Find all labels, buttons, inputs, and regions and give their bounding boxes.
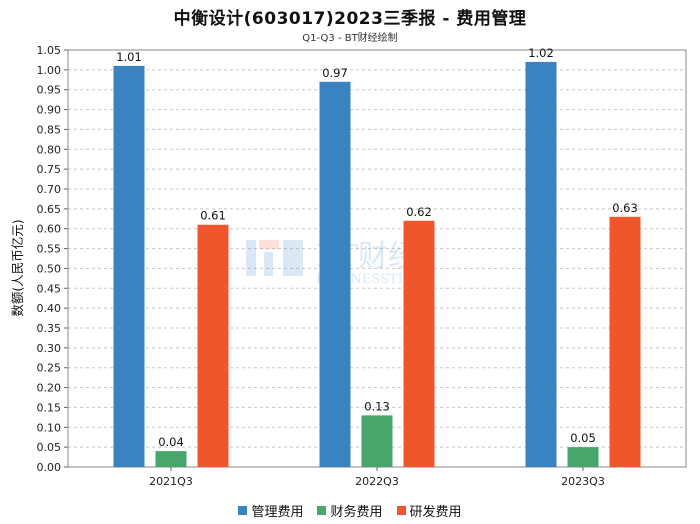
legend-label: 管理费用 xyxy=(251,505,304,520)
y-tick-label: 0.65 xyxy=(37,203,62,216)
data-label: 0.61 xyxy=(200,209,226,223)
legend: 管理费用 财务费用 研发费用 xyxy=(0,501,700,520)
legend-swatch xyxy=(238,506,248,515)
bar xyxy=(155,451,187,467)
chart-title: 中衡设计(603017)2023三季报 - 费用管理 xyxy=(173,9,527,29)
data-label: 0.63 xyxy=(612,201,638,215)
x-axis: 2021Q3 2022Q3 2023Q3 xyxy=(149,467,605,488)
y-tick-label: 0.45 xyxy=(37,282,62,295)
y-tick-label: 0.55 xyxy=(37,243,62,256)
data-label: 0.05 xyxy=(570,431,596,445)
y-axis: 0.00 0.05 0.10 0.15 0.20 0.25 0.30 0.35 0.40 0.45… xyxy=(37,44,68,474)
bar xyxy=(567,447,599,467)
x-tick-label: 2022Q3 xyxy=(355,475,399,488)
chart-subtitle: Q1-Q3 - BT财经绘制 xyxy=(302,33,398,44)
legend-swatch xyxy=(396,506,406,515)
grid-lines xyxy=(67,49,687,468)
legend-item: 研发费用 xyxy=(396,501,462,520)
y-tick-label: 0.35 xyxy=(37,322,62,335)
legend-label: 财务费用 xyxy=(330,505,383,520)
y-tick-label: 0.75 xyxy=(37,163,62,176)
y-tick-label: 0.95 xyxy=(37,84,62,97)
y-tick-label: 0.15 xyxy=(37,401,62,414)
x-tick-label: 2023Q3 xyxy=(561,475,605,488)
legend-swatch xyxy=(317,506,327,515)
y-tick-label: 0.80 xyxy=(37,143,62,156)
bar xyxy=(113,65,145,467)
bar xyxy=(361,415,393,467)
y-tick-label: 0.40 xyxy=(37,302,62,315)
y-tick-label: 0.00 xyxy=(37,461,62,474)
data-label: 1.02 xyxy=(528,46,554,60)
y-tick-label: 0.85 xyxy=(37,123,62,136)
legend-item: 管理费用 xyxy=(238,501,303,520)
y-tick-label: 0.05 xyxy=(37,441,62,454)
watermark-logo-icon xyxy=(246,240,303,276)
y-tick-label: 0.20 xyxy=(37,382,62,395)
y-axis-label: 数额(人民币亿元) xyxy=(10,219,25,316)
legend-label: 研发费用 xyxy=(409,505,462,520)
data-label: 0.13 xyxy=(364,399,390,413)
bar xyxy=(525,61,557,468)
data-label: 1.01 xyxy=(116,50,142,64)
data-label: 0.97 xyxy=(322,66,348,80)
y-tick-label: 0.10 xyxy=(37,421,62,434)
legend-item: 财务费用 xyxy=(317,501,383,520)
y-tick-label: 0.90 xyxy=(37,104,62,117)
data-label: 0.62 xyxy=(406,205,432,219)
y-tick-label: 0.70 xyxy=(37,183,62,196)
bar xyxy=(319,81,351,468)
y-tick-label: 1.05 xyxy=(37,44,62,57)
x-tick-label: 2021Q3 xyxy=(149,475,193,488)
y-tick-label: 0.25 xyxy=(37,362,62,375)
y-tick-label: 1.00 xyxy=(37,64,62,77)
bar xyxy=(403,220,435,467)
bars: 1.01 0.04 0.61 0.97 0.13 0.62 1.02 0.05 0.63 xyxy=(113,46,641,468)
data-label: 0.04 xyxy=(158,435,184,449)
y-tick-label: 0.60 xyxy=(37,223,62,236)
bar xyxy=(609,216,641,467)
bar xyxy=(197,224,229,467)
y-tick-label: 0.30 xyxy=(37,342,62,355)
y-tick-label: 0.50 xyxy=(37,262,62,275)
